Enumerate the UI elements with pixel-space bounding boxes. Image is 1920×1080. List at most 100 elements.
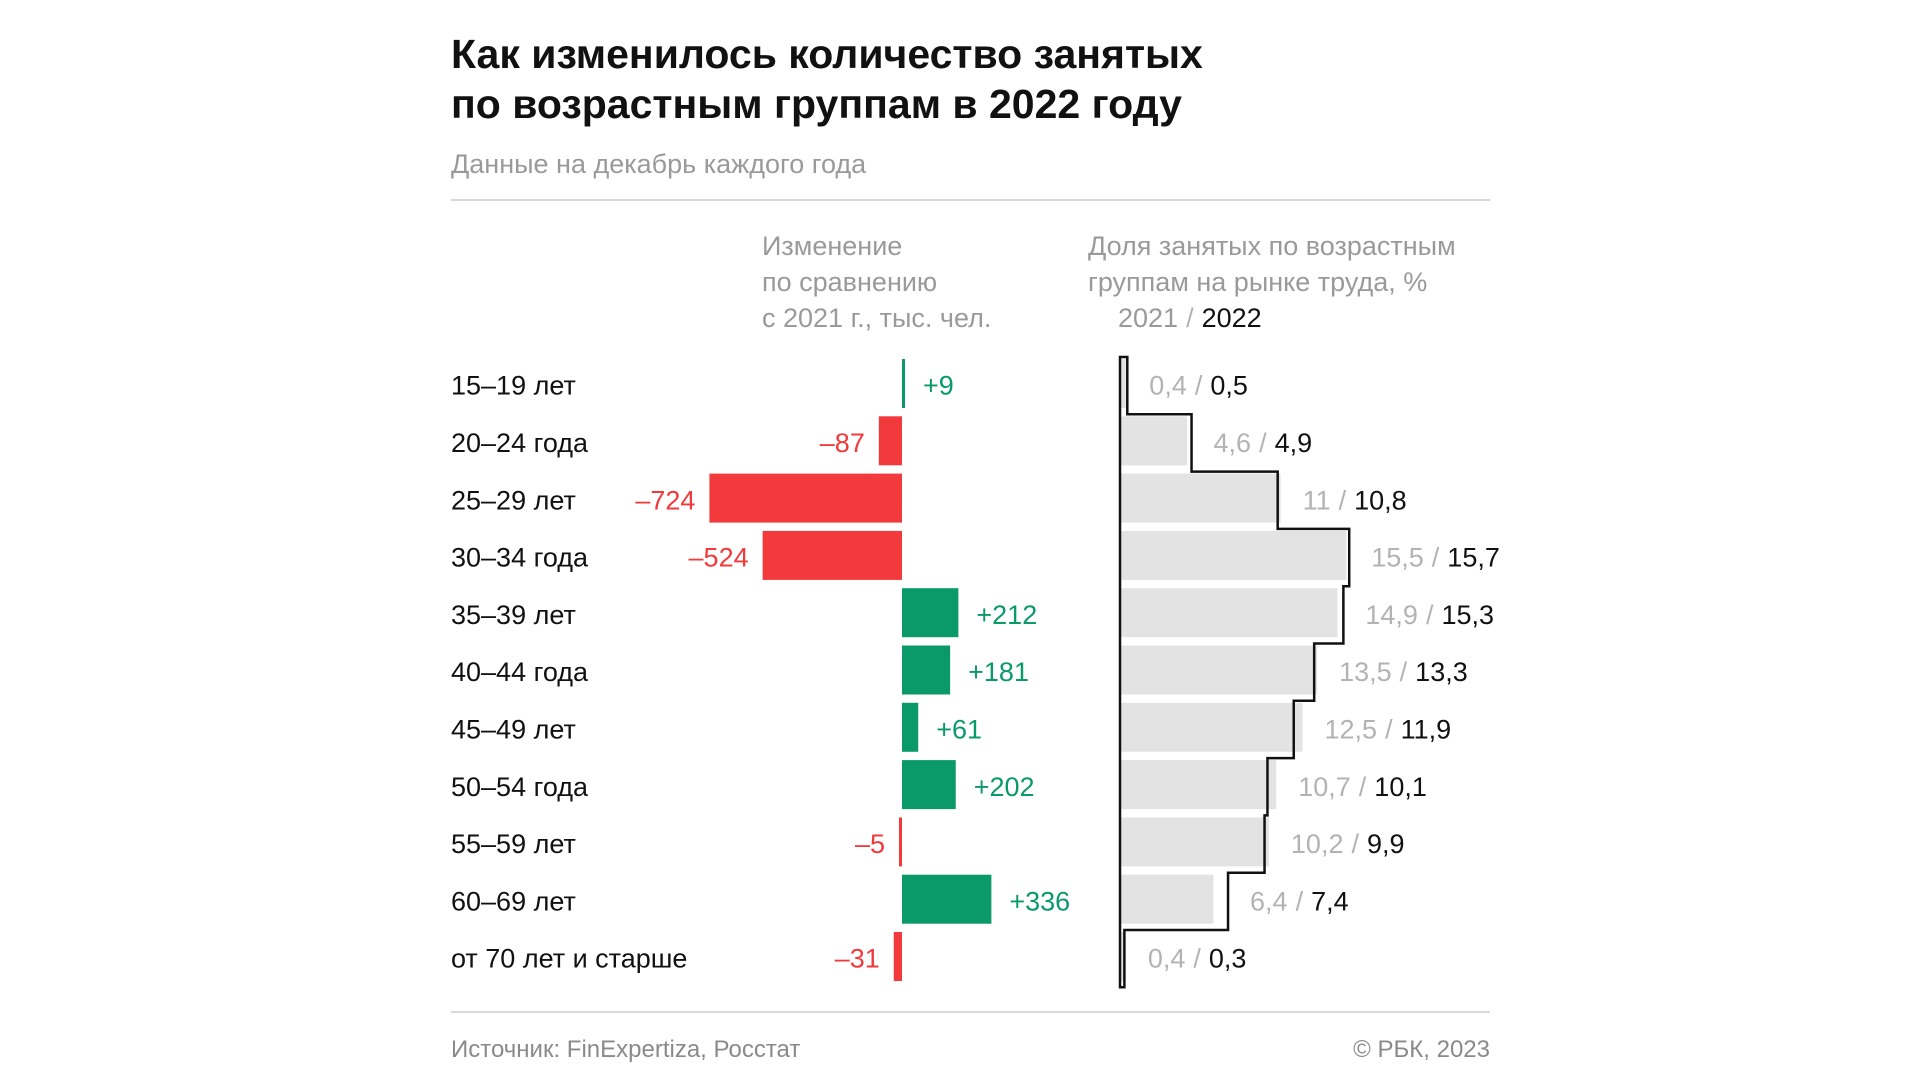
change-value-label: +181: [968, 657, 1029, 687]
row-label: 55–59 лет: [451, 829, 576, 859]
share-2021-bar: [1120, 932, 1126, 981]
share-2021-value: 12,5: [1325, 714, 1378, 744]
change-value-label: –31: [835, 944, 880, 974]
row-label: 25–29 лет: [451, 485, 576, 515]
source-note: Источник: FinExpertiza, Росстат: [451, 1036, 800, 1063]
share-2022-value: 15,3: [1441, 600, 1494, 630]
share-separator: /: [1259, 428, 1267, 458]
share-2021-bar: [1120, 645, 1318, 695]
share-2022-outline: [1118, 355, 1351, 989]
share-value-label: 10,7 /10,1: [1298, 772, 1427, 802]
change-bar-negative: [878, 416, 902, 466]
row-label: 30–34 года: [451, 543, 589, 573]
share-2022-value: 13,3: [1415, 657, 1468, 687]
change-value-label: –87: [820, 428, 865, 458]
change-value-label: +9: [923, 371, 954, 401]
share-2022-value: 10,8: [1354, 485, 1407, 515]
share-separator: /: [1426, 600, 1434, 630]
change-bar-negative: [762, 530, 902, 580]
row-label: от 70 лет и старше: [451, 944, 687, 974]
share-separator: /: [1432, 543, 1440, 573]
share-separator: /: [1193, 944, 1201, 974]
share-2022-value: 7,4: [1311, 886, 1349, 916]
share-2022-value: 9,9: [1367, 829, 1405, 859]
row-label: 15–19 лет: [451, 371, 576, 401]
share-2021-value: 10,2: [1291, 829, 1344, 859]
change-bar-positive: [902, 645, 951, 695]
change-value-label: +336: [1009, 886, 1070, 916]
share-header-year-2022: 2022: [1202, 303, 1262, 333]
change-value-label: +212: [976, 600, 1037, 630]
chart-rows: 15–19 лет +9 0,4/0,520–24 года –87 4,6/4,925…: [451, 355, 1500, 989]
share-separator: /: [1351, 829, 1359, 859]
change-value-label: +61: [936, 714, 982, 744]
chart-title-line-1: Как изменилось количество занятых: [451, 31, 1203, 77]
share-2022-value: 15,7: [1447, 543, 1500, 573]
share-2021-value: 11: [1303, 485, 1331, 515]
change-value-label: –5: [855, 829, 885, 859]
change-bar-positive: [902, 588, 959, 638]
share-separator: /: [1385, 714, 1393, 744]
share-separator: /: [1195, 371, 1203, 401]
change-bar-positive: [902, 874, 992, 924]
change-bar-positive: [902, 760, 956, 810]
share-value-label: 14,9 /15,3: [1365, 600, 1494, 630]
copyright: © РБК, 2023: [1353, 1036, 1490, 1063]
share-2022-value: 4,9: [1275, 428, 1313, 458]
change-value-label: –524: [689, 543, 749, 573]
share-header-years: 2021 / 2022: [1118, 303, 1262, 333]
share-2021-bar: [1120, 530, 1347, 580]
share-header-year-2021: 2021: [1118, 303, 1178, 333]
share-2022-value: 0,3: [1209, 944, 1247, 974]
share-value-label: 15,5 /15,7: [1371, 543, 1500, 573]
share-header-line-1: Доля занятых по возрастным: [1088, 231, 1456, 261]
chart-subtitle: Данные на декабрь каждого года: [451, 149, 867, 179]
share-2021-value: 0,4: [1149, 371, 1187, 401]
share-separator: /: [1296, 886, 1304, 916]
share-value-label: 6,4 /7,4: [1250, 886, 1349, 916]
share-header-line-2: группам на рынке труда, %: [1088, 267, 1427, 297]
change-bar-negative: [709, 473, 902, 523]
change-header-line-2: по сравнению: [762, 267, 937, 297]
share-value-label: 0,4 /0,5: [1149, 371, 1248, 401]
share-2021-bar: [1120, 874, 1214, 924]
row-label: 45–49 лет: [451, 714, 576, 744]
share-2021-value: 13,5: [1339, 657, 1392, 687]
share-value-label: 11 /10,8: [1303, 485, 1407, 515]
share-2021-bar: [1120, 588, 1338, 638]
share-2021-bar: [1120, 359, 1126, 408]
share-value-label: 12,5/ 11,9: [1325, 714, 1452, 744]
share-2022-value: 10,1: [1374, 772, 1427, 802]
share-2021-bar: [1120, 760, 1277, 810]
change-bar-positive: [902, 702, 919, 752]
share-2021-bar: [1120, 473, 1281, 523]
change-bar-negative: [893, 932, 902, 981]
row-label: 60–69 лет: [451, 886, 576, 916]
share-2021-value: 6,4: [1250, 886, 1288, 916]
change-value-label: +202: [974, 772, 1035, 802]
share-header-separator: /: [1186, 303, 1194, 333]
share-2021-value: 4,6: [1214, 428, 1252, 458]
row-label: 20–24 года: [451, 428, 589, 458]
share-value-label: 0,4/ 0,3: [1148, 944, 1247, 974]
change-header-line-1: Изменение: [762, 231, 902, 261]
chart-title-line-2: по возрастным группам в 2022 году: [451, 81, 1182, 127]
share-value-label: 13,5 /13,3: [1339, 657, 1468, 687]
share-separator: /: [1339, 485, 1347, 515]
share-2021-value: 15,5: [1371, 543, 1424, 573]
share-2022-value: 0,5: [1210, 371, 1248, 401]
row-label: 40–44 года: [451, 657, 589, 687]
share-2021-bar: [1120, 702, 1303, 752]
share-separator: /: [1359, 772, 1367, 802]
change-bar-positive: [902, 359, 905, 408]
share-value-label: 10,2/ 9,9: [1291, 829, 1405, 859]
share-2021-bar: [1120, 817, 1269, 867]
share-2021-value: 14,9: [1365, 600, 1418, 630]
change-bar-negative: [899, 817, 902, 867]
share-2022-value: 11,9: [1401, 714, 1452, 744]
share-value-label: 4,6/ 4,9: [1214, 428, 1313, 458]
row-label: 35–39 лет: [451, 600, 576, 630]
row-label: 50–54 года: [451, 772, 589, 802]
change-value-label: –724: [635, 485, 695, 515]
